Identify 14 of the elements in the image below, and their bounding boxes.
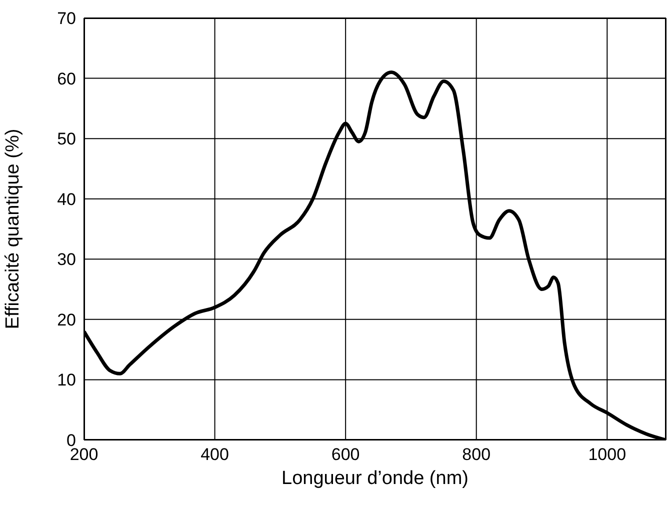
y-tick-label: 50 — [57, 130, 76, 149]
x-axis-title: Longueur d’onde (nm) — [282, 468, 468, 489]
y-axis-title: Efficacité quantique (%) — [2, 128, 24, 330]
y-tick-label: 40 — [57, 190, 76, 209]
x-tick-label: 200 — [70, 445, 98, 464]
x-tick-label: 400 — [200, 445, 229, 464]
y-tick-label: 20 — [57, 310, 76, 330]
y-tick-label: 60 — [57, 69, 76, 88]
y-tick-label: 70 — [57, 9, 76, 28]
y-tick-label: 30 — [57, 250, 76, 270]
x-tick-label: 1000 — [588, 445, 626, 464]
x-tick-label: 800 — [462, 445, 491, 464]
y-tick-label: 10 — [57, 370, 76, 390]
x-tick-label: 600 — [331, 445, 360, 464]
